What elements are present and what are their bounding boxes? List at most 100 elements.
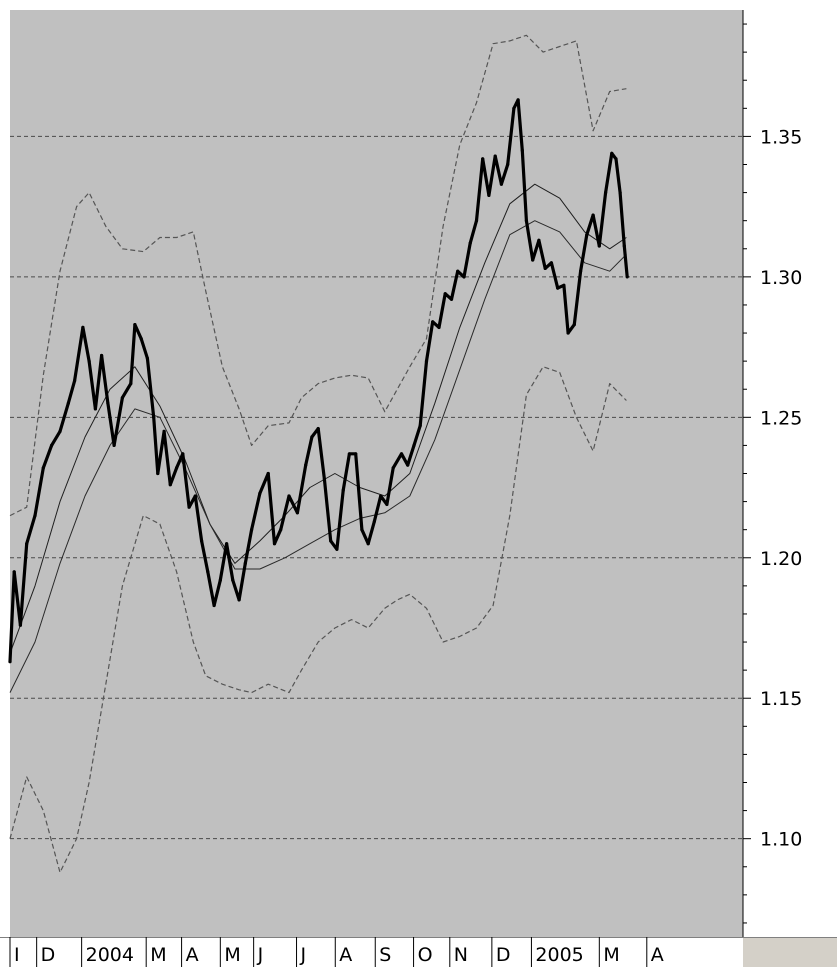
data-point — [487, 193, 491, 197]
data-point — [614, 157, 618, 161]
data-point — [622, 244, 626, 248]
data-point — [549, 261, 554, 265]
data-point — [41, 466, 45, 470]
corner-panel — [743, 937, 837, 967]
data-point — [73, 379, 77, 383]
data-point — [597, 244, 601, 248]
data-point — [156, 471, 160, 476]
gridlines — [10, 135, 743, 840]
data-point — [347, 452, 351, 456]
data-point — [379, 494, 383, 498]
data-point — [175, 466, 179, 470]
data-point — [218, 578, 222, 582]
data-point — [93, 407, 97, 411]
data-point — [66, 401, 70, 405]
data-point — [516, 98, 520, 102]
data-point — [366, 542, 370, 546]
data-point — [524, 219, 529, 223]
data-point — [129, 382, 133, 386]
data-point — [266, 471, 270, 476]
data-point — [287, 494, 291, 498]
data-point — [200, 539, 204, 543]
price-axis-panel — [743, 0, 837, 937]
data-point — [391, 466, 395, 470]
x-tick-label: 2004 — [86, 944, 134, 966]
data-point — [520, 148, 524, 153]
x-tick-labels: І D 2004 M A M J J A S O N D 2005 M A — [14, 944, 664, 966]
data-point — [418, 424, 422, 428]
data-point — [462, 275, 466, 279]
data-point — [481, 157, 485, 161]
x-tick-label: J — [257, 944, 264, 966]
data-point — [120, 396, 124, 400]
data-point — [625, 275, 629, 279]
data-point — [8, 660, 12, 664]
data-point — [33, 514, 37, 518]
data-point — [604, 191, 608, 195]
series-line-band-lower — [9, 366, 627, 873]
data-point — [562, 283, 566, 287]
data-point — [456, 269, 460, 273]
data-point — [145, 356, 149, 360]
x-tick-label: A — [339, 944, 352, 966]
data-point — [133, 323, 137, 327]
data-point — [543, 266, 547, 270]
data-point — [258, 491, 262, 495]
data-point — [443, 292, 447, 296]
data-point — [50, 443, 54, 447]
data-point — [591, 213, 595, 217]
data-point — [537, 238, 541, 242]
data-point — [512, 106, 516, 110]
data-point — [139, 337, 143, 341]
data-point — [566, 331, 570, 335]
data-point — [225, 542, 229, 546]
data-point — [18, 623, 22, 627]
data-point — [579, 269, 583, 273]
y-tick-label: 1.15 — [760, 688, 802, 710]
x-tick-label: І — [14, 944, 20, 966]
x-tick-label: M — [150, 944, 166, 966]
data-point — [468, 241, 472, 245]
data-point — [279, 528, 283, 532]
x-tick-label: D — [496, 944, 511, 966]
x-tick-label: N — [454, 944, 468, 966]
x-tick-label: M — [603, 944, 619, 966]
y-tick-label: 1.35 — [760, 126, 802, 148]
series-line-band-upper — [9, 34, 627, 517]
data-point — [295, 511, 299, 515]
data-point — [474, 219, 479, 223]
data-point — [385, 502, 389, 506]
data-point — [162, 429, 166, 433]
x-tick-label: S — [379, 944, 391, 966]
data-point — [193, 494, 197, 498]
data-point — [272, 542, 277, 546]
series-layer — [8, 34, 629, 873]
data-point — [310, 435, 314, 439]
data-point — [556, 286, 560, 290]
data-point — [81, 325, 85, 329]
data-point — [206, 570, 210, 574]
data-point — [610, 151, 614, 155]
y-tick-label: 1.25 — [760, 407, 802, 429]
data-point — [250, 528, 254, 532]
plot-area — [10, 10, 743, 937]
data-point — [493, 154, 497, 158]
data-point — [329, 539, 333, 543]
series-line-ma-1 — [9, 183, 627, 654]
data-point — [87, 359, 91, 363]
data-point — [212, 603, 216, 608]
data-point — [618, 191, 622, 195]
data-point — [572, 323, 576, 327]
x-tick-label: M — [224, 944, 240, 966]
data-point — [437, 325, 441, 329]
data-point — [531, 258, 535, 262]
data-point — [354, 452, 358, 456]
date-axis-strip — [0, 937, 743, 967]
data-point — [341, 488, 345, 492]
x-tick-label: A — [186, 944, 199, 966]
y-tick-label: 1.20 — [760, 548, 802, 570]
y-tick-label: 1.10 — [760, 829, 802, 851]
data-point — [360, 528, 364, 532]
y-tick-labels: 1.10 1.15 1.20 1.25 1.30 1.35 — [760, 126, 802, 850]
data-point — [231, 578, 235, 582]
